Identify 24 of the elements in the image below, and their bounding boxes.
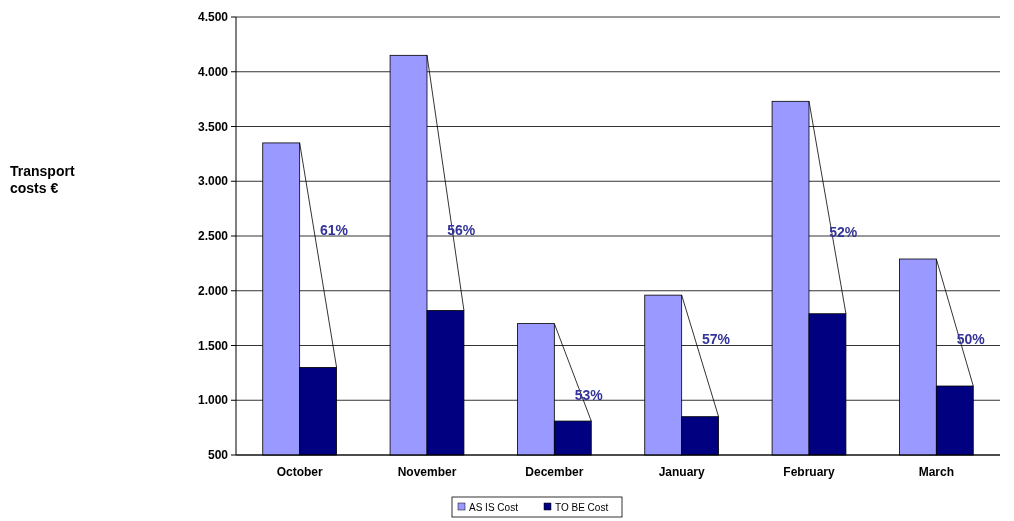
legend-label: AS IS Cost [469, 501, 519, 513]
annotation: 52% [829, 223, 858, 240]
x-tick-label: March [918, 465, 955, 479]
y-tick-label: 3.000 [197, 174, 229, 189]
annotation: 61% [319, 222, 349, 239]
annotation: 57% [701, 330, 731, 347]
legend-label: TO BE Cost [555, 501, 609, 513]
x-tick-label: October [276, 465, 323, 479]
y-tick-label: 1.500 [197, 338, 229, 353]
annotation: 56% [447, 222, 476, 239]
annotation: 50% [956, 330, 986, 347]
x-tick-label: February [783, 465, 835, 479]
y-tick-label: 3.500 [197, 119, 229, 134]
y-tick-label: 4.000 [197, 64, 229, 79]
y-tick-label: 1.000 [197, 393, 229, 408]
y-tick-label: 2.000 [197, 283, 229, 298]
y-tick-label: 500 [207, 448, 229, 463]
x-tick-label: January [658, 465, 705, 479]
x-tick-label: December [525, 465, 584, 479]
annotation: 53% [574, 386, 604, 403]
y-tick-label: 2.500 [197, 229, 229, 244]
text: Transport costs € [10, 163, 75, 196]
y-tick-label: 4.500 [197, 10, 229, 25]
x-tick-label: November [397, 465, 457, 479]
